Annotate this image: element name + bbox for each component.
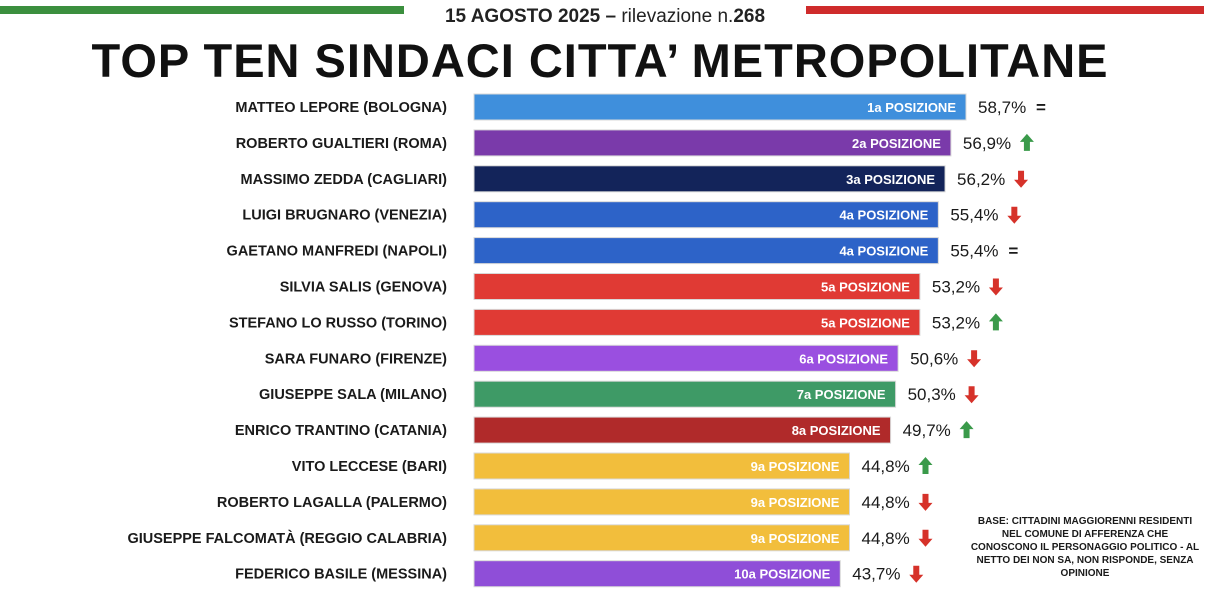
bar	[473, 308, 921, 336]
category-label: MATTEO LEPORE (BOLOGNA)	[235, 100, 447, 116]
trend-down-arrow-icon	[909, 565, 924, 583]
position-label: 8a POSIZIONE	[792, 423, 881, 438]
position-label: 6a POSIZIONE	[799, 351, 888, 366]
category-label: ROBERTO LAGALLA (PALERMO)	[217, 495, 447, 511]
value-label: 53,2%	[932, 278, 980, 297]
position-label: 7a POSIZIONE	[797, 387, 886, 402]
bar	[473, 488, 850, 516]
trend-up-arrow-icon	[988, 313, 1003, 331]
survey-number: 268	[733, 6, 766, 27]
bar	[473, 273, 921, 300]
category-label: LUIGI BRUGNARO (VENEZIA)	[242, 208, 447, 224]
value-label: 50,3%	[908, 385, 956, 404]
value-label: 58,7%	[978, 98, 1026, 117]
trend-equal-icon: =	[1008, 242, 1018, 261]
value-label: 55,4%	[950, 206, 998, 225]
category-label: ROBERTO GUALTIERI (ROMA)	[236, 136, 447, 152]
value-label: 55,4%	[950, 242, 998, 261]
bar	[473, 416, 892, 444]
value-label: 44,8%	[861, 529, 909, 548]
category-label: GIUSEPPE FALCOMATÀ (REGGIO CALABRIA)	[127, 530, 447, 547]
category-label: GAETANO MANFREDI (NAPOLI)	[227, 244, 448, 260]
bar	[473, 344, 899, 372]
position-label: 1a POSIZIONE	[867, 100, 956, 115]
value-label: 49,7%	[903, 421, 951, 440]
position-label: 5a POSIZIONE	[821, 280, 910, 295]
bar	[473, 452, 850, 480]
category-label: VITO LECCESE (BARI)	[292, 459, 447, 475]
bar	[473, 237, 939, 265]
survey-date: 15 AGOSTO 2025	[444, 6, 601, 27]
position-label: 5a POSIZIONE	[821, 315, 910, 330]
trend-down-arrow-icon	[1007, 206, 1022, 224]
value-label: 50,6%	[910, 349, 958, 368]
position-label: 9a POSIZIONE	[751, 531, 840, 546]
bar	[473, 524, 850, 552]
category-label: GIUSEPPE SALA (MILANO)	[259, 387, 447, 403]
methodology-note: BASE: CITTADINI MAGGIORENNI RESIDENTI NE…	[970, 516, 1200, 579]
trend-up-arrow-icon	[918, 457, 933, 474]
position-label: 4a POSIZIONE	[839, 208, 928, 223]
survey-date-line: 15 AGOSTO 2025 – rilevazione n.268	[404, 6, 806, 28]
bar	[473, 201, 939, 229]
bar	[473, 93, 967, 121]
trend-equal-icon: =	[1036, 98, 1046, 117]
trend-down-arrow-icon	[988, 278, 1003, 296]
trend-down-arrow-icon	[918, 529, 933, 547]
category-label: SARA FUNARO (FIRENZE)	[265, 351, 447, 367]
category-label: STEFANO LO RUSSO (TORINO)	[229, 315, 447, 331]
position-label: 9a POSIZIONE	[751, 495, 840, 510]
survey-label: rilevazione n.	[621, 6, 734, 27]
value-label: 44,8%	[861, 493, 909, 512]
position-label: 3a POSIZIONE	[846, 172, 935, 187]
category-label: ENRICO TRANTINO (CATANIA)	[235, 423, 447, 439]
bar	[473, 380, 897, 408]
value-label: 56,9%	[963, 134, 1011, 153]
trend-down-arrow-icon	[964, 386, 979, 404]
category-label: MASSIMO ZEDDA (CAGLIARI)	[241, 172, 448, 188]
trend-down-arrow-icon	[967, 350, 982, 368]
value-label: 43,7%	[852, 565, 900, 584]
chart-title: TOP TEN SINDACI CITTA’ METROPOLITANE	[91, 34, 1109, 87]
bar	[473, 129, 952, 157]
bar	[473, 560, 841, 588]
trend-up-arrow-icon	[1019, 133, 1034, 151]
category-label: SILVIA SALIS (GENOVA)	[280, 280, 447, 296]
value-label: 56,2%	[957, 170, 1005, 189]
value-label: 53,2%	[932, 313, 980, 332]
position-label: 4a POSIZIONE	[839, 244, 928, 259]
bar	[473, 165, 946, 193]
position-label: 9a POSIZIONE	[751, 459, 840, 474]
trend-down-arrow-icon	[918, 493, 933, 511]
flag-red-stripe	[806, 6, 1204, 14]
position-label: 2a POSIZIONE	[852, 136, 941, 151]
category-label: FEDERICO BASILE (MESSINA)	[235, 567, 447, 583]
date-separator: –	[600, 6, 622, 27]
flag-green-stripe	[0, 6, 404, 14]
value-label: 44,8%	[861, 457, 909, 476]
trend-up-arrow-icon	[959, 421, 974, 439]
position-label: 10a POSIZIONE	[734, 567, 830, 582]
trend-down-arrow-icon	[1014, 170, 1029, 188]
